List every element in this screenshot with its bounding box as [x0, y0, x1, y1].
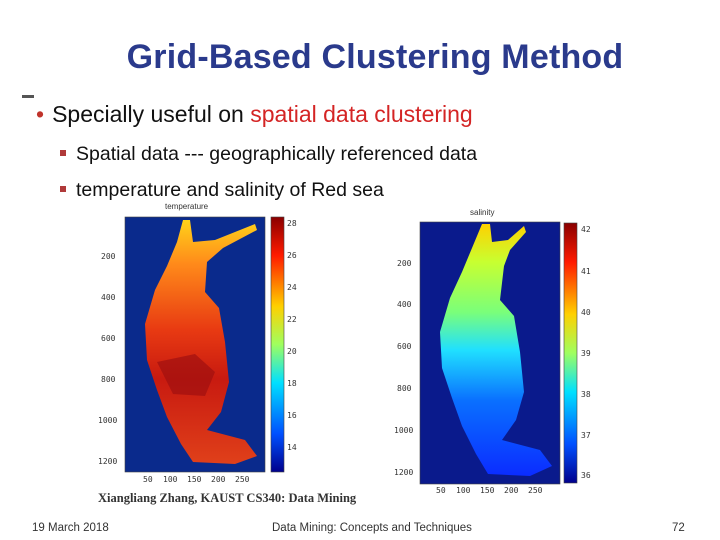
temp-colorbar-tick: 20 [287, 347, 297, 356]
temp-colorbar-tick: 14 [287, 443, 297, 452]
temp-y-tick: 400 [101, 293, 116, 302]
temperature-map: 200 400 600 800 1000 1200 50 100 150 200… [98, 216, 297, 484]
slide-title: Grid-Based Clustering Method [126, 38, 624, 76]
temp-x-tick: 150 [187, 475, 202, 484]
decorative-dash [22, 95, 34, 98]
temp-x-tick: 50 [143, 475, 153, 484]
sal-y-tick: 200 [397, 259, 412, 268]
sal-y-tick: 800 [397, 384, 412, 393]
square-bullet-icon [60, 149, 66, 156]
temp-colorbar-tick: 24 [287, 283, 297, 292]
temp-x-tick: 250 [235, 475, 250, 484]
temperature-colorbar [270, 216, 285, 473]
footer-center-text: Data Mining: Concepts and Techniques [272, 522, 472, 534]
sal-x-tick: 50 [436, 486, 446, 495]
sal-x-tick: 200 [504, 486, 519, 495]
temp-colorbar-tick: 22 [287, 315, 297, 324]
sal-colorbar-tick: 39 [581, 349, 591, 358]
temp-colorbar-tick: 28 [287, 219, 297, 228]
salinity-colorbar [563, 222, 578, 484]
salinity-caption: salinity [470, 208, 495, 217]
temperature-caption: temperature [165, 202, 209, 211]
temp-y-tick: 200 [101, 252, 116, 261]
sub-bullet-red-sea: temperature and salinity of Red sea [60, 179, 384, 202]
temp-y-tick: 1200 [98, 457, 117, 466]
bullet-primary: • Specially useful on spatial data cluste… [36, 101, 473, 128]
salinity-map: 200 400 600 800 1000 1200 50 100 150 200… [394, 221, 591, 495]
temp-y-tick: 1000 [98, 416, 117, 425]
sal-colorbar-tick: 40 [581, 308, 591, 317]
temperature-hot-zone [157, 354, 215, 396]
salinity-sea-area [440, 224, 552, 476]
footer-page-number: 72 [672, 522, 685, 534]
sal-y-tick: 400 [397, 300, 412, 309]
square-bullet-icon [60, 185, 66, 192]
temp-colorbar-tick: 16 [287, 411, 297, 420]
sub-bullet-text: temperature and salinity of Red sea [76, 179, 384, 201]
temp-x-tick: 200 [211, 475, 226, 484]
temp-colorbar-tick: 18 [287, 379, 297, 388]
bullet-primary-text: Specially useful on [52, 101, 251, 127]
sub-bullet-text: Spatial data --- geographically referenc… [76, 143, 478, 165]
temperature-sea-area [145, 220, 257, 464]
sal-colorbar-tick: 42 [581, 225, 591, 234]
sal-colorbar-tick: 37 [581, 431, 591, 440]
sal-x-tick: 250 [528, 486, 543, 495]
sub-bullet-spatial-data: Spatial data --- geographically referenc… [60, 143, 477, 166]
temp-y-tick: 800 [101, 375, 116, 384]
sal-y-tick: 1000 [394, 426, 413, 435]
sal-colorbar-tick: 38 [581, 390, 591, 399]
sal-y-tick: 1200 [394, 468, 413, 477]
bullet-dot-icon: • [36, 101, 45, 127]
temp-y-tick: 600 [101, 334, 116, 343]
temp-x-tick: 100 [163, 475, 178, 484]
sal-colorbar-tick: 41 [581, 267, 591, 276]
sal-x-tick: 100 [456, 486, 471, 495]
figure-credit: Xiangliang Zhang, KAUST CS340: Data Mini… [98, 491, 357, 505]
temp-colorbar-tick: 26 [287, 251, 297, 260]
bullet-primary-highlight: spatial data clustering [250, 101, 473, 127]
sal-x-tick: 150 [480, 486, 495, 495]
sal-y-tick: 600 [397, 342, 412, 351]
footer-date: 19 March 2018 [32, 522, 109, 534]
sal-colorbar-tick: 36 [581, 471, 591, 480]
